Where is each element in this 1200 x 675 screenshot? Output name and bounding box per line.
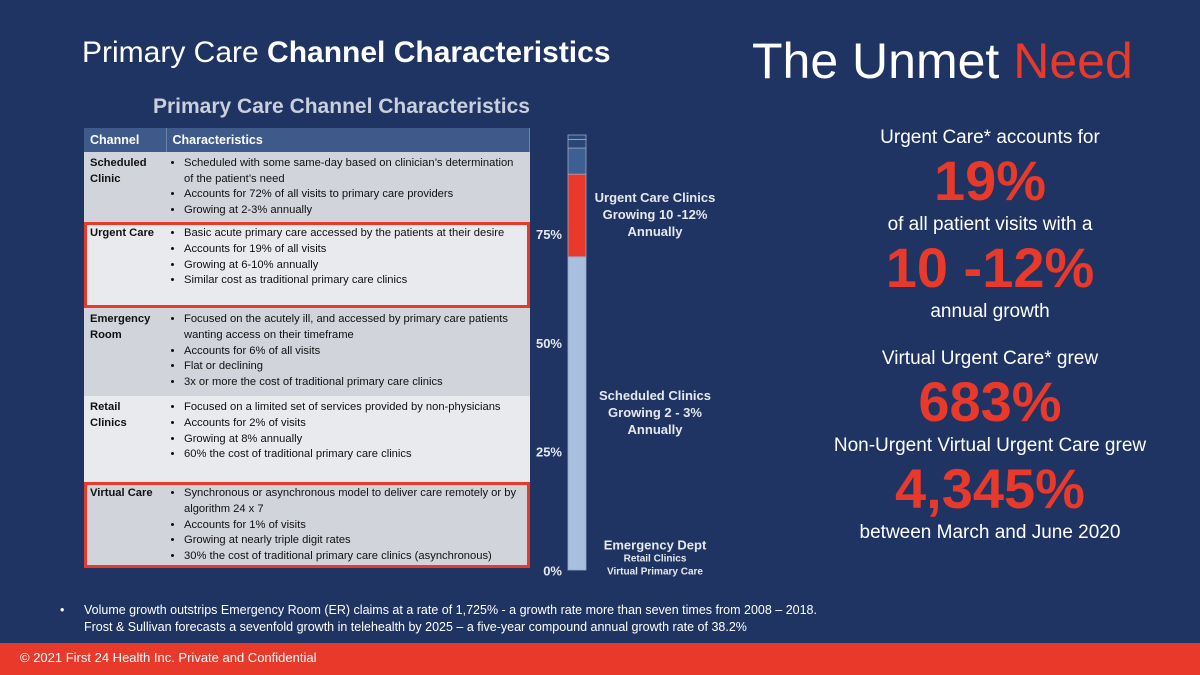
characteristics-cell: Focused on a limited set of services pro… <box>166 396 530 483</box>
bar-segment <box>567 173 587 258</box>
bullet-item: 30% the cost of traditional primary care… <box>184 549 524 565</box>
tick-label: 50% <box>536 336 562 351</box>
bullet-list: Focused on a limited set of services pro… <box>172 400 524 462</box>
characteristics-cell: Synchronous or asynchronous model to del… <box>166 482 530 569</box>
characteristics-cell: Focused on the acutely ill, and accessed… <box>166 308 530 397</box>
stat-text: between March and June 2020 <box>859 522 1121 543</box>
bullet-item: Accounts for 2% of visits <box>184 416 524 432</box>
bar-segment <box>567 256 587 571</box>
bullet-item: Flat or declining <box>184 359 524 375</box>
panel-heading: The Unmet Need <box>752 32 1133 90</box>
footer: © 2021 First 24 Health Inc. Private and … <box>0 643 1200 675</box>
stat-figure: 10 -12% <box>885 236 1095 299</box>
channel-cell: Urgent Care <box>84 222 166 309</box>
bullet-item: Accounts for 6% of all visits <box>184 344 524 360</box>
heading-accent: Need <box>1013 33 1133 89</box>
heading-plain: The Unmet <box>752 33 1000 89</box>
header-row: Channel Characteristics <box>84 128 530 152</box>
note: Volume growth outstrips Emergency Room (… <box>60 602 817 619</box>
table-row: Virtual Care Synchronous or asynchronous … <box>84 482 530 569</box>
bullet-item: Accounts for 19% of all visits <box>184 242 524 258</box>
bullet-item: Accounts for 1% of visits <box>184 518 524 534</box>
bullet-list: Synchronous or asynchronous model to del… <box>172 486 524 564</box>
channel-cell: Emergency Room <box>84 308 166 397</box>
segment-label: Scheduled Clinics <box>599 388 711 403</box>
bullet-list: Basic acute primary care accessed by the… <box>172 226 524 288</box>
stat-text: Virtual Urgent Care* grew <box>881 348 1099 369</box>
bullet-item: Similar cost as traditional primary care… <box>184 273 524 289</box>
bullet-item: Scheduled with some same-day based on cl… <box>184 156 524 187</box>
tick-label: 25% <box>536 445 562 460</box>
channel-cell: Retail Clinics <box>84 396 166 483</box>
segment-label: Retail Clinics <box>624 554 687 565</box>
tick-label: 75% <box>536 227 562 242</box>
bullet-item: 60% the cost of traditional primary care… <box>184 447 524 463</box>
notes: Volume growth outstrips Emergency Room (… <box>60 602 817 636</box>
bar-segment <box>567 138 587 149</box>
segment-label: Urgent Care Clinics <box>595 190 716 205</box>
channel-cell: Scheduled Clinic <box>84 152 166 223</box>
stat-text: of all patient visits with a <box>887 214 1093 235</box>
stat-text: Non-Urgent Virtual Urgent Care grew <box>833 435 1147 456</box>
segment-label: Virtual Primary Care <box>607 567 703 578</box>
channel-cell: Virtual Care <box>84 482 166 569</box>
bullet-item: Growing at 8% annually <box>184 432 524 448</box>
column-header: Channel <box>84 128 167 152</box>
stat-figure: 19% <box>933 149 1047 212</box>
title-lead: Primary Care <box>82 36 259 69</box>
bar-segment <box>567 134 587 140</box>
stat-figure: 683% <box>918 370 1062 433</box>
segment-label: Growing 10 -12% <box>603 207 708 222</box>
figure-title: Primary Care Channel Characteristics <box>152 95 530 118</box>
segment-label: Annually <box>628 422 684 437</box>
table-row: Retail Clinics Focused on a limited set o… <box>84 396 530 483</box>
bullet-list: Focused on the acutely ill, and accessed… <box>172 312 524 390</box>
bullet-item: Growing at 6-10% annually <box>184 258 524 274</box>
stat-text: annual growth <box>930 301 1050 322</box>
bullet-item: 3x or more the cost of traditional prima… <box>184 375 524 391</box>
note: Frost & Sullivan forecasts a sevenfold g… <box>84 620 747 634</box>
bullet-item: Growing at nearly triple digit rates <box>184 533 524 549</box>
bullet-list: Scheduled with some same-day based on cl… <box>172 156 524 218</box>
bullet-item: Focused on the acutely ill, and accessed… <box>184 312 524 343</box>
segment-label: Annually <box>628 224 684 239</box>
bar-segment <box>567 147 587 175</box>
table-row: Urgent Care Basic acute primary care acce… <box>84 222 530 309</box>
bullet-item: Growing at 2-3% annually <box>184 203 524 219</box>
table-row: Emergency Room Focused on the acutely ill… <box>84 308 530 397</box>
characteristics-cell: Basic acute primary care accessed by the… <box>166 222 530 309</box>
title-bold: Channel Characteristics <box>267 36 611 69</box>
segment-label: Growing 2 - 3% <box>608 405 702 420</box>
slide-title: Primary Care Channel Characteristics <box>82 36 611 70</box>
bullet-item: Focused on a limited set of services pro… <box>184 400 524 416</box>
stats: Urgent Care* accounts for 19% of all patie… <box>800 125 1180 545</box>
stacked-bar: 0% 25% 50% 75% Scheduled Clinics Growing 2 - … <box>536 134 716 578</box>
stat-figure: 4,345% <box>895 457 1085 520</box>
bullet-item: Synchronous or asynchronous model to del… <box>184 486 524 517</box>
bullet-item: Basic acute primary care accessed by the… <box>184 226 524 242</box>
column-header: Characteristics <box>166 128 530 152</box>
stat-text: Urgent Care* accounts for <box>880 127 1100 148</box>
segment-label: Emergency Dept <box>604 537 707 552</box>
table-row: Scheduled Clinic Scheduled with some same… <box>84 152 530 223</box>
characteristics-cell: Scheduled with some same-day based on cl… <box>166 152 530 223</box>
tick-label: 0% <box>543 563 562 578</box>
bullet-item: Accounts for 72% of all visits to primar… <box>184 187 524 203</box>
